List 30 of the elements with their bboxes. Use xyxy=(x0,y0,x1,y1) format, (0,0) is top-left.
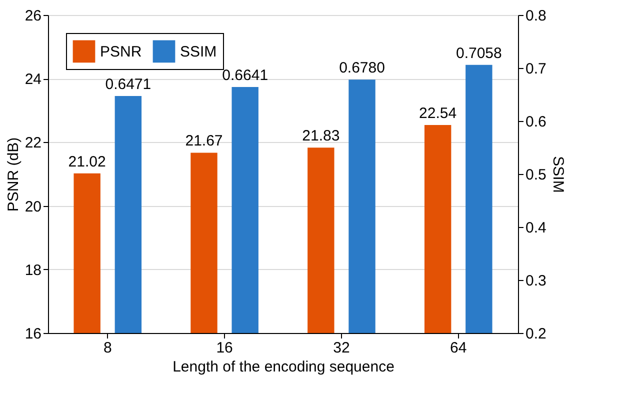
x-tick-label: 16 xyxy=(216,340,233,356)
x-tick-label: 32 xyxy=(333,340,350,356)
data-label: 0.6471 xyxy=(105,76,152,94)
data-label: 0.7058 xyxy=(456,44,502,62)
y-tick-label: 20 xyxy=(24,198,42,216)
x-axis-title: Length of the encoding sequence xyxy=(172,358,394,376)
y-tick-label: 22 xyxy=(24,134,42,152)
y-tick-label: 18 xyxy=(24,262,42,279)
y2-axis-title: SSIM xyxy=(549,156,566,193)
y-tick-label: 24 xyxy=(24,71,42,88)
legend-label: PSNR xyxy=(100,43,142,60)
y-tick-label: 16 xyxy=(24,326,42,342)
y2-tick-label: 0.5 xyxy=(526,166,546,184)
x-tick-label: 64 xyxy=(450,340,467,356)
y2-tick-label: 0.8 xyxy=(526,8,546,24)
y2-tick-label: 0.4 xyxy=(526,220,546,236)
legend-label: SSIM xyxy=(180,43,217,60)
x-tick-label: 8 xyxy=(103,340,112,356)
data-label: 21.67 xyxy=(185,132,223,150)
data-label: 21.83 xyxy=(302,128,340,145)
y2-tick-label: 0.3 xyxy=(526,272,546,290)
data-label: 22.54 xyxy=(419,105,457,122)
data-label: 0.6780 xyxy=(339,60,385,77)
y-tick-label: 26 xyxy=(24,8,42,24)
y2-tick-label: 0.2 xyxy=(526,326,546,342)
y2-tick-label: 0.6 xyxy=(526,114,546,130)
data-label: 21.02 xyxy=(68,153,106,170)
y2-tick-label: 0.7 xyxy=(526,60,546,78)
data-label: 0.6641 xyxy=(222,67,268,84)
y-axis-title: PSNR (dB) xyxy=(4,137,22,212)
